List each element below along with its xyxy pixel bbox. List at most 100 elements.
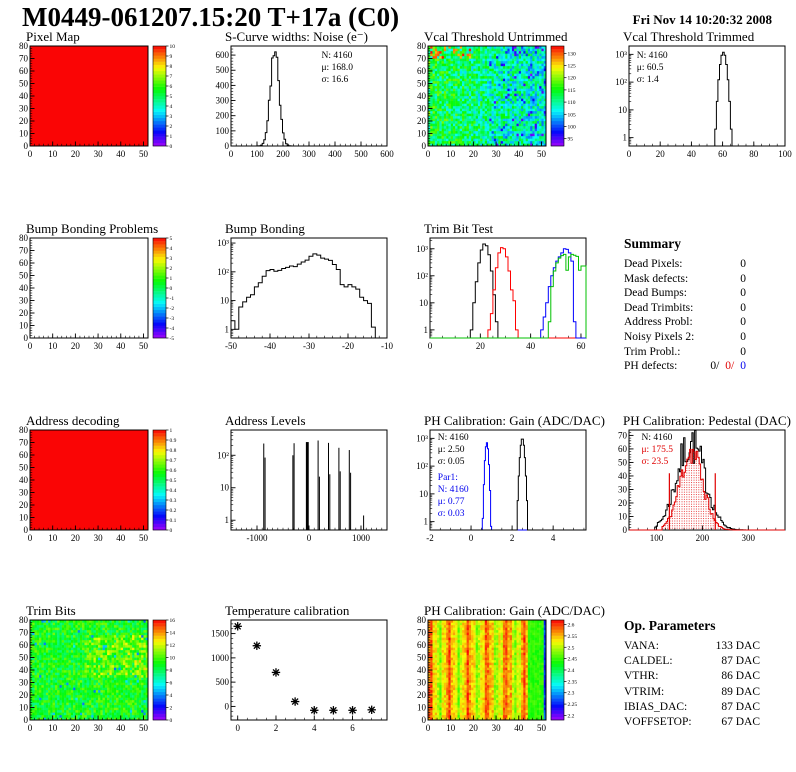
svg-text:8: 8	[170, 64, 173, 70]
svg-text:60: 60	[19, 258, 29, 268]
svg-text:20: 20	[618, 498, 628, 508]
trim-bit-test-canvas: 0 20 40 60 1 10 10² 10³	[416, 237, 587, 351]
svg-text:50: 50	[139, 341, 149, 351]
svg-text:N: 4160: N: 4160	[438, 433, 469, 443]
svg-text:95: 95	[568, 137, 574, 143]
svg-text:10: 10	[419, 298, 429, 308]
svg-text:σ: 16.6: σ: 16.6	[321, 75, 348, 85]
svg-text:80: 80	[19, 233, 29, 243]
svg-text:0: 0	[24, 333, 29, 343]
svg-text:0: 0	[422, 141, 427, 151]
svg-text:1: 1	[170, 134, 173, 140]
op-parameter-row: VANA: 133 DAC	[624, 640, 760, 652]
svg-text:10²: 10²	[217, 450, 229, 460]
svg-text:0: 0	[469, 533, 474, 543]
address-decoding-canvas: 00.10.20.30.40.50.60.70.80.910 10 20 30 40 50…	[19, 425, 177, 543]
svg-text:N: 4160: N: 4160	[321, 51, 352, 61]
svg-text:0: 0	[170, 144, 173, 150]
svg-text:20: 20	[656, 149, 666, 159]
svg-text:30: 30	[492, 149, 502, 159]
svg-text:50: 50	[19, 271, 29, 281]
svg-text:10: 10	[618, 105, 628, 115]
svg-text:50: 50	[139, 149, 149, 159]
plot-title: S-Curve widths: Noise (e⁻)	[225, 29, 368, 44]
plot-title: Bump Bonding Problems	[26, 221, 159, 236]
svg-text:10²: 10²	[416, 461, 428, 471]
svg-text:60: 60	[417, 66, 427, 76]
svg-text:3: 3	[170, 114, 173, 120]
svg-text:10³: 10³	[217, 238, 229, 248]
summary-row: Noisy Pixels 2: 0	[624, 330, 746, 343]
svg-text:110: 110	[568, 100, 576, 106]
svg-text:0: 0	[428, 341, 433, 351]
svg-text:1: 1	[225, 324, 230, 334]
svg-text:1: 1	[623, 133, 628, 143]
timestamp: Fri Nov 14 10:20:32 2008	[632, 12, 772, 27]
svg-text:-1: -1	[170, 296, 175, 302]
svg-text:-4: -4	[170, 326, 175, 332]
svg-text:4: 4	[170, 246, 173, 252]
svg-text:-50: -50	[225, 341, 237, 351]
svg-text:0.1: 0.1	[170, 518, 177, 524]
svg-text:0: 0	[28, 341, 33, 351]
plot-title: PH Calibration: Pedestal (DAC)	[623, 413, 791, 428]
svg-text:30: 30	[19, 296, 29, 306]
summary-row: Address Probl: 0	[624, 316, 746, 329]
svg-text:μ: 2.50: μ: 2.50	[438, 445, 465, 455]
svg-text:0: 0	[225, 141, 230, 151]
plot-ph-pedestal: PH Calibration: Pedestal (DAC) 100 200 300…	[597, 412, 796, 582]
svg-text:10: 10	[170, 44, 176, 50]
svg-text:10³: 10³	[416, 244, 428, 254]
svg-text:40: 40	[618, 471, 628, 481]
plot-trim-bit-test: Trim Bit Test 0 20 40 60 1 10 10² 10³	[398, 220, 597, 390]
svg-text:40: 40	[19, 283, 29, 293]
plot-title: Trim Bit Test	[424, 221, 494, 236]
svg-text:100: 100	[778, 149, 792, 159]
svg-text:-20: -20	[342, 341, 354, 351]
svg-text:0: 0	[28, 149, 33, 159]
svg-text:0: 0	[24, 141, 29, 151]
svg-text:500: 500	[354, 149, 368, 159]
svg-text:70: 70	[618, 430, 628, 440]
svg-text:1: 1	[424, 517, 429, 527]
svg-text:10: 10	[220, 296, 230, 306]
plot-pixel-map: Pixel Map 0 1 2 3 4 5 6 7 8 9 10 0 10 20 30 40 50 0 10 20 30…	[0, 28, 199, 198]
svg-text:0.6: 0.6	[170, 468, 177, 474]
svg-text:300: 300	[302, 149, 316, 159]
plot-title: Pixel Map	[26, 29, 80, 44]
svg-text:10: 10	[19, 513, 29, 523]
svg-text:0.4: 0.4	[170, 488, 177, 494]
svg-text:-2: -2	[170, 306, 175, 312]
svg-text:300: 300	[742, 533, 756, 543]
svg-text:2: 2	[170, 124, 173, 130]
address-levels-canvas: -1000 0 1000 1 10 10²	[217, 429, 388, 543]
svg-text:100: 100	[250, 149, 264, 159]
ph-gain-hist-canvas: -2 0 2 4 1 10 10² 10³ N: 4160 μ: 2.50 σ: 0.05 Par1:…	[416, 429, 587, 543]
svg-text:N: 4160: N: 4160	[641, 433, 672, 443]
svg-text:1: 1	[424, 325, 429, 335]
svg-text:-30: -30	[303, 341, 315, 351]
svg-text:125: 125	[568, 64, 577, 70]
plot-temperature-calibration: Temperature calibration 0 2 4 6 0 500 1000 1500	[199, 602, 398, 772]
svg-text:130: 130	[568, 51, 577, 57]
plot-title: Address decoding	[26, 413, 120, 428]
svg-text:0: 0	[229, 149, 234, 159]
svg-text:20: 20	[71, 149, 81, 159]
op-parameter-row: VOFFSETOP: 67 DAC	[624, 716, 760, 729]
svg-text:10: 10	[220, 483, 230, 493]
svg-text:70: 70	[19, 438, 29, 448]
svg-text:50: 50	[618, 457, 628, 467]
plot-title: PH Calibration: Gain (ADC/DAC)	[424, 413, 605, 428]
svg-text:60: 60	[618, 444, 628, 454]
svg-text:μ: 0.77: μ: 0.77	[438, 497, 465, 507]
svg-text:1: 1	[170, 428, 173, 434]
svg-text:1: 1	[225, 515, 230, 525]
summary-row: Dead Pixels: 0	[624, 258, 746, 270]
svg-text:20: 20	[19, 116, 29, 126]
svg-text:200: 200	[696, 533, 710, 543]
svg-text:600: 600	[380, 149, 394, 159]
svg-text:50: 50	[537, 149, 547, 159]
svg-text:40: 40	[19, 475, 29, 485]
